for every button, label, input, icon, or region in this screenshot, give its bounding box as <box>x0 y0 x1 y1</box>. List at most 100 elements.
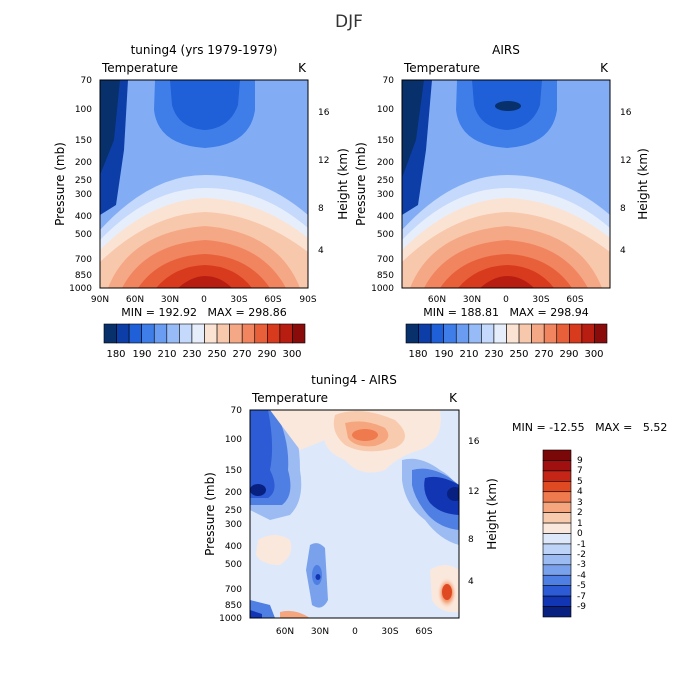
lat-axis: 60N 30N 0 30S 60S <box>276 627 433 637</box>
lat-tick: 0 <box>503 295 509 305</box>
pressure-tick: 850 <box>377 271 394 281</box>
height-tick: 8 <box>620 204 626 214</box>
pressure-tick: 1000 <box>371 284 394 294</box>
colorbar-swatch <box>216 323 230 344</box>
lat-axis: 90N 60N 30N 0 30S 60S 90S <box>91 295 317 305</box>
min-max-stats: MIN = 188.81 MAX = 298.94 <box>423 306 588 319</box>
pressure-tick: 100 <box>377 105 394 115</box>
y2-axis-label: Height (km) <box>336 148 350 219</box>
units-label: K <box>298 61 307 75</box>
lat-tick: 30S <box>230 295 247 305</box>
height-tick: 4 <box>468 577 474 587</box>
colorbar-label: 190 <box>434 349 453 360</box>
colorbar-swatch <box>153 323 168 344</box>
pressure-tick: 500 <box>225 560 242 570</box>
colorbar-label: 230 <box>182 349 201 360</box>
plot-frame <box>249 409 460 619</box>
colorbar-label: 290 <box>257 349 276 360</box>
colorbar-swatch <box>542 554 572 566</box>
lat-tick: 60N <box>276 627 294 637</box>
colorbar-label: -7 <box>577 592 586 602</box>
colorbar-label: -9 <box>577 602 586 612</box>
colorbar-swatch <box>455 323 470 344</box>
lat-tick: 60S <box>264 295 281 305</box>
units-label: K <box>449 391 458 405</box>
pressure-tick: 500 <box>377 230 394 240</box>
pressure-tick: 700 <box>225 585 242 595</box>
pressure-tick: 300 <box>377 190 394 200</box>
lat-tick: 30N <box>311 627 329 637</box>
pressure-tick: 850 <box>75 271 92 281</box>
colorbar-swatch <box>581 323 595 344</box>
colorbar-swatch <box>542 470 572 482</box>
colorbar-swatch <box>518 323 532 344</box>
y-axis-label: Pressure (mb) <box>53 142 67 226</box>
pressure-tick: 850 <box>225 601 242 611</box>
panel-title: tuning4 (yrs 1979-1979) <box>131 43 278 57</box>
colorbar-swatch <box>569 323 583 344</box>
colorbar-swatch <box>179 323 193 344</box>
lat-axis: 60N 30N 0 30S 60S <box>428 295 584 305</box>
colorbar-swatch <box>229 323 243 344</box>
colorbar-label: 300 <box>282 349 301 360</box>
height-axis: 16 12 8 4 <box>318 108 330 256</box>
colorbar-swatch <box>103 323 117 344</box>
pressure-tick: 200 <box>377 158 394 168</box>
colorbar-label: 250 <box>207 349 226 360</box>
height-tick: 16 <box>468 437 480 447</box>
colorbar-labels: 180 190 210 230 250 270 290 300 <box>106 349 301 360</box>
panel-tuning4: tuning4 (yrs 1979-1979) Temperature K 70… <box>53 43 350 360</box>
colorbar-label: 180 <box>408 349 427 360</box>
colorbar-label: 210 <box>157 349 176 360</box>
pressure-tick: 700 <box>377 255 394 265</box>
pressure-tick: 250 <box>377 176 394 186</box>
pressure-tick: 700 <box>75 255 92 265</box>
colorbar-label: -1 <box>577 540 586 550</box>
colorbar-swatch <box>430 323 444 344</box>
colorbar-label: 3 <box>577 498 583 508</box>
pressure-tick: 250 <box>75 176 92 186</box>
pressure-tick: 150 <box>75 136 92 146</box>
colorbar-swatch <box>166 323 180 344</box>
lat-tick: 30N <box>463 295 481 305</box>
colorbar-swatch <box>267 323 281 344</box>
pressure-axis: 70 100 150 200 250 300 400 500 700 850 1… <box>69 76 92 294</box>
height-tick: 12 <box>620 156 631 166</box>
min-max-stats: MIN = -12.55 MAX = 5.52 <box>512 421 667 434</box>
pressure-tick: 150 <box>225 466 242 476</box>
lat-tick: 60N <box>126 295 144 305</box>
colorbar-label: 270 <box>534 349 553 360</box>
colorbar-swatch <box>542 501 572 513</box>
colorbar-swatch <box>405 323 419 344</box>
colorbar-swatch <box>254 323 268 344</box>
lat-tick: 30S <box>532 295 549 305</box>
colorbar-swatch <box>481 323 495 344</box>
colorbar-swatch <box>542 533 572 545</box>
panel-title: AIRS <box>492 43 520 57</box>
colorbar-swatch <box>542 574 572 586</box>
colorbar-label: 4 <box>577 487 583 497</box>
height-axis: 16 12 8 4 <box>620 108 632 256</box>
height-tick: 16 <box>620 108 632 118</box>
colorbar-label: 2 <box>577 508 583 518</box>
colorbar-swatch <box>594 323 608 344</box>
colorbar-label: 7 <box>577 466 583 476</box>
panel-difference: tuning4 - AIRS Temperature K <box>203 373 667 637</box>
units-label: K <box>600 61 609 75</box>
lat-tick: 60S <box>415 627 432 637</box>
colorbar: 9 7 5 4 3 2 1 0 -1 -2 -3 -4 -5 -7 -9 <box>542 449 586 618</box>
colorbar-label: 180 <box>106 349 125 360</box>
y2-axis-label: Height (km) <box>485 478 499 549</box>
colorbar-label: -4 <box>577 571 586 581</box>
pressure-tick: 70 <box>383 76 395 86</box>
colorbar-label: 190 <box>132 349 151 360</box>
colorbar-swatch <box>506 323 520 344</box>
lat-tick: 60S <box>566 295 583 305</box>
colorbar-swatch <box>542 449 572 461</box>
min-max-stats: MIN = 192.92 MAX = 298.86 <box>121 306 286 319</box>
colorbar-labels: 9 7 5 4 3 2 1 0 -1 -2 -3 -4 -5 -7 -9 <box>577 456 586 612</box>
colorbar-swatch <box>542 491 572 503</box>
height-tick: 12 <box>318 156 329 166</box>
pressure-tick: 300 <box>225 520 242 530</box>
